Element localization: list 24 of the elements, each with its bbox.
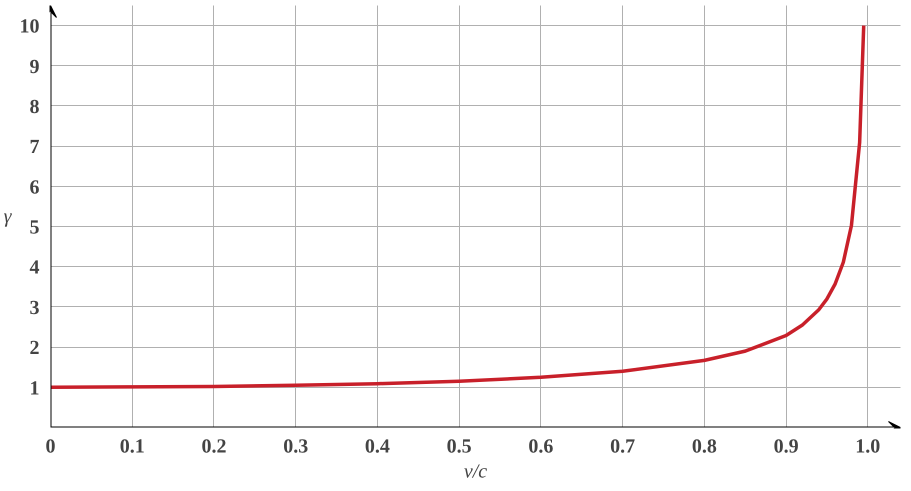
y-tick-label: 4 — [30, 256, 40, 279]
x-tick-label: 0.2 — [201, 436, 226, 458]
y-tick-label: 2 — [30, 337, 40, 360]
x-tick-label: 0 — [46, 436, 56, 458]
line-series — [50, 24, 866, 390]
y-tick-label: 10 — [20, 16, 40, 38]
x-tick-label: 0.6 — [528, 436, 554, 458]
x-tick-label: 0.1 — [120, 436, 145, 458]
y-tick-label: 6 — [30, 176, 40, 198]
y-tick-label: 7 — [30, 136, 40, 158]
x-tick-label: 0.3 — [283, 436, 308, 458]
x-axis-title: v/c — [464, 460, 488, 482]
x-tick-label: 0.5 — [446, 436, 472, 458]
y-tick-label: 9 — [30, 56, 40, 78]
x-tick-label: 0.9 — [774, 436, 799, 458]
x-tick-label: 1.0 — [855, 436, 880, 458]
x-tick-label: 0.4 — [364, 436, 390, 458]
y-tick-label: 1 — [30, 377, 40, 400]
y-axis-title: γ — [4, 206, 13, 228]
x-tick-label: 0.8 — [692, 436, 717, 458]
y-tick-label: 5 — [30, 216, 40, 239]
y-tick-label: 8 — [30, 96, 40, 118]
x-tick-label: 0.7 — [610, 436, 636, 458]
y-tick-label: 3 — [30, 296, 40, 319]
